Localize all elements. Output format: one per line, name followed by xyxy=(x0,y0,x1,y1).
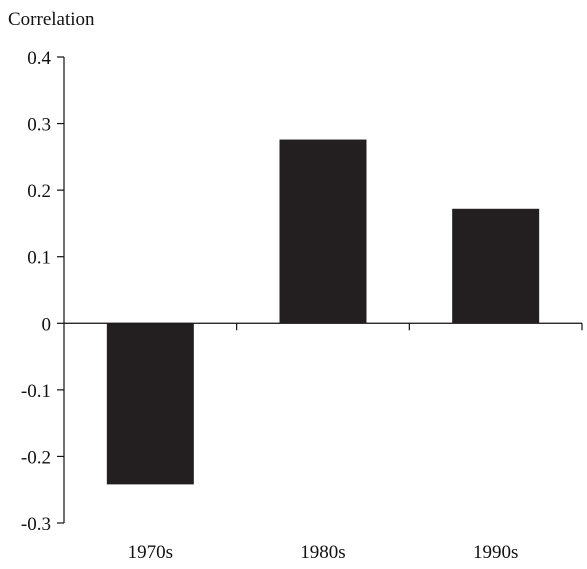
x-axis-ticks xyxy=(236,323,583,331)
bar-1970s xyxy=(106,323,194,485)
y-tick-label: 0.1 xyxy=(27,248,51,269)
y-axis-ticks: 0.4 0.3 0.2 0.1 0 -0.1 -0.2 -0.3 xyxy=(21,48,64,535)
x-axis-labels: 1970s 1980s 1990s xyxy=(128,542,519,563)
y-tick-label: 0 xyxy=(42,314,52,335)
bar-1980s xyxy=(279,139,367,324)
y-tick-label: 0.2 xyxy=(27,181,51,202)
y-tick-label: 0.3 xyxy=(27,115,51,136)
x-tick-label: 1980s xyxy=(300,542,345,563)
y-tick-label: -0.3 xyxy=(21,514,51,535)
y-tick-label: 0.4 xyxy=(27,48,51,69)
bars xyxy=(106,139,540,485)
y-tick-label: -0.2 xyxy=(21,447,51,468)
x-tick-label: 1970s xyxy=(128,542,173,563)
bar-1990s xyxy=(452,208,540,324)
y-tick-label: -0.1 xyxy=(21,381,51,402)
x-tick-label: 1990s xyxy=(473,542,518,563)
y-axis-label: Correlation xyxy=(8,9,95,30)
